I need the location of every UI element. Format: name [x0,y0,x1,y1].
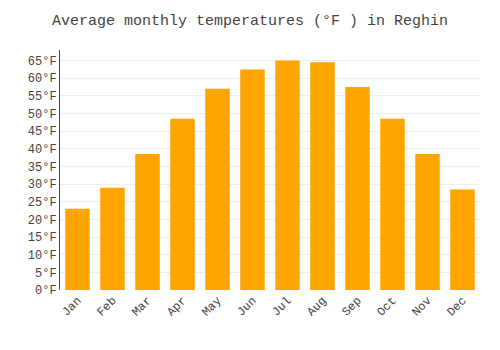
svg-text:40°F: 40°F [28,143,57,157]
svg-text:60°F: 60°F [28,72,57,86]
svg-text:Nov: Nov [409,294,434,319]
svg-text:65°F: 65°F [28,55,57,69]
svg-text:Jul: Jul [269,294,294,319]
svg-text:5°F: 5°F [35,267,57,281]
svg-text:May: May [199,294,224,319]
svg-text:45°F: 45°F [28,125,57,139]
svg-text:Apr: Apr [164,294,189,319]
svg-text:Average monthly temperatures (: Average monthly temperatures (°F ) in Re… [52,13,448,30]
svg-text:25°F: 25°F [28,196,57,210]
svg-text:30°F: 30°F [28,178,57,192]
svg-text:50°F: 50°F [28,108,57,122]
svg-text:20°F: 20°F [28,214,57,228]
svg-text:Sep: Sep [339,294,364,319]
svg-text:10°F: 10°F [28,249,57,263]
svg-text:15°F: 15°F [28,231,57,245]
svg-text:Dec: Dec [444,294,469,319]
svg-text:Mar: Mar [129,294,154,319]
svg-text:Oct: Oct [374,294,399,319]
svg-text:Feb: Feb [94,294,119,319]
svg-text:35°F: 35°F [28,161,57,175]
svg-text:Jan: Jan [59,294,84,319]
svg-text:55°F: 55°F [28,90,57,104]
svg-text:Jun: Jun [234,294,259,319]
svg-text:0°F: 0°F [35,284,57,298]
svg-text:Aug: Aug [304,294,329,319]
